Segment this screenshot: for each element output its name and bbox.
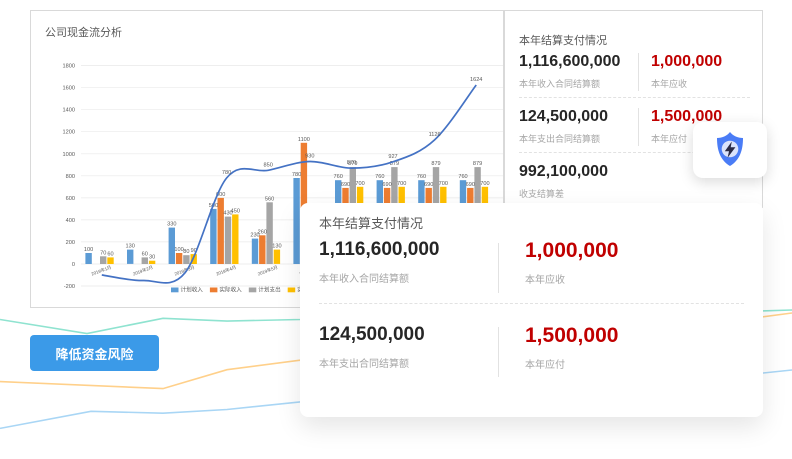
svg-text:780: 780 (292, 172, 301, 178)
svg-text:1800: 1800 (63, 64, 75, 70)
svg-text:70: 70 (100, 250, 106, 256)
svg-text:760: 760 (458, 174, 467, 180)
svg-text:780: 780 (222, 170, 231, 176)
svg-text:1400: 1400 (63, 108, 75, 114)
svg-text:实际收入: 实际收入 (219, 286, 242, 294)
svg-text:2019年4月: 2019年4月 (215, 264, 237, 278)
svg-text:927: 927 (388, 154, 397, 160)
svg-text:690: 690 (382, 182, 391, 188)
svg-text:700: 700 (355, 181, 364, 187)
svg-text:100: 100 (84, 247, 93, 253)
svg-text:700: 700 (439, 181, 448, 187)
svg-text:690: 690 (341, 182, 350, 188)
svg-text:930: 930 (305, 154, 314, 160)
svg-text:800: 800 (66, 174, 75, 180)
svg-text:260: 260 (258, 229, 267, 235)
svg-text:-200: -200 (64, 284, 75, 290)
svg-text:1200: 1200 (63, 130, 75, 136)
svg-text:879: 879 (431, 161, 440, 167)
svg-text:130: 130 (272, 244, 281, 250)
svg-text:450: 450 (231, 208, 240, 214)
svg-text:330: 330 (167, 222, 176, 228)
svg-text:200: 200 (66, 240, 75, 246)
svg-text:80: 80 (183, 249, 189, 255)
svg-text:1624: 1624 (470, 77, 482, 83)
svg-text:870: 870 (347, 160, 356, 166)
svg-text:760: 760 (334, 174, 343, 180)
svg-text:400: 400 (66, 218, 75, 224)
svg-text:760: 760 (417, 174, 426, 180)
svg-text:60: 60 (142, 251, 148, 257)
svg-text:690: 690 (424, 182, 433, 188)
svg-text:1600: 1600 (63, 86, 75, 92)
svg-text:850: 850 (264, 162, 273, 168)
svg-text:560: 560 (265, 196, 274, 202)
svg-text:计划支出: 计划支出 (258, 286, 280, 294)
svg-text:2019年3月: 2019年3月 (173, 264, 195, 278)
svg-text:1100: 1100 (298, 137, 310, 143)
svg-text:879: 879 (473, 161, 482, 167)
svg-text:30: 30 (149, 255, 155, 261)
svg-text:600: 600 (66, 196, 75, 202)
svg-text:130: 130 (126, 244, 135, 250)
svg-text:700: 700 (397, 181, 406, 187)
svg-text:760: 760 (375, 174, 384, 180)
svg-text:2019年2月: 2019年2月 (132, 264, 154, 278)
svg-text:1000: 1000 (63, 152, 75, 158)
svg-text:700: 700 (480, 181, 489, 187)
svg-text:60: 60 (107, 251, 113, 257)
svg-text:计划收入: 计划收入 (181, 286, 204, 294)
svg-text:690: 690 (466, 182, 475, 188)
svg-text:1126: 1126 (429, 132, 441, 138)
svg-text:0: 0 (72, 262, 75, 268)
svg-text:2019年5月: 2019年5月 (257, 264, 279, 278)
